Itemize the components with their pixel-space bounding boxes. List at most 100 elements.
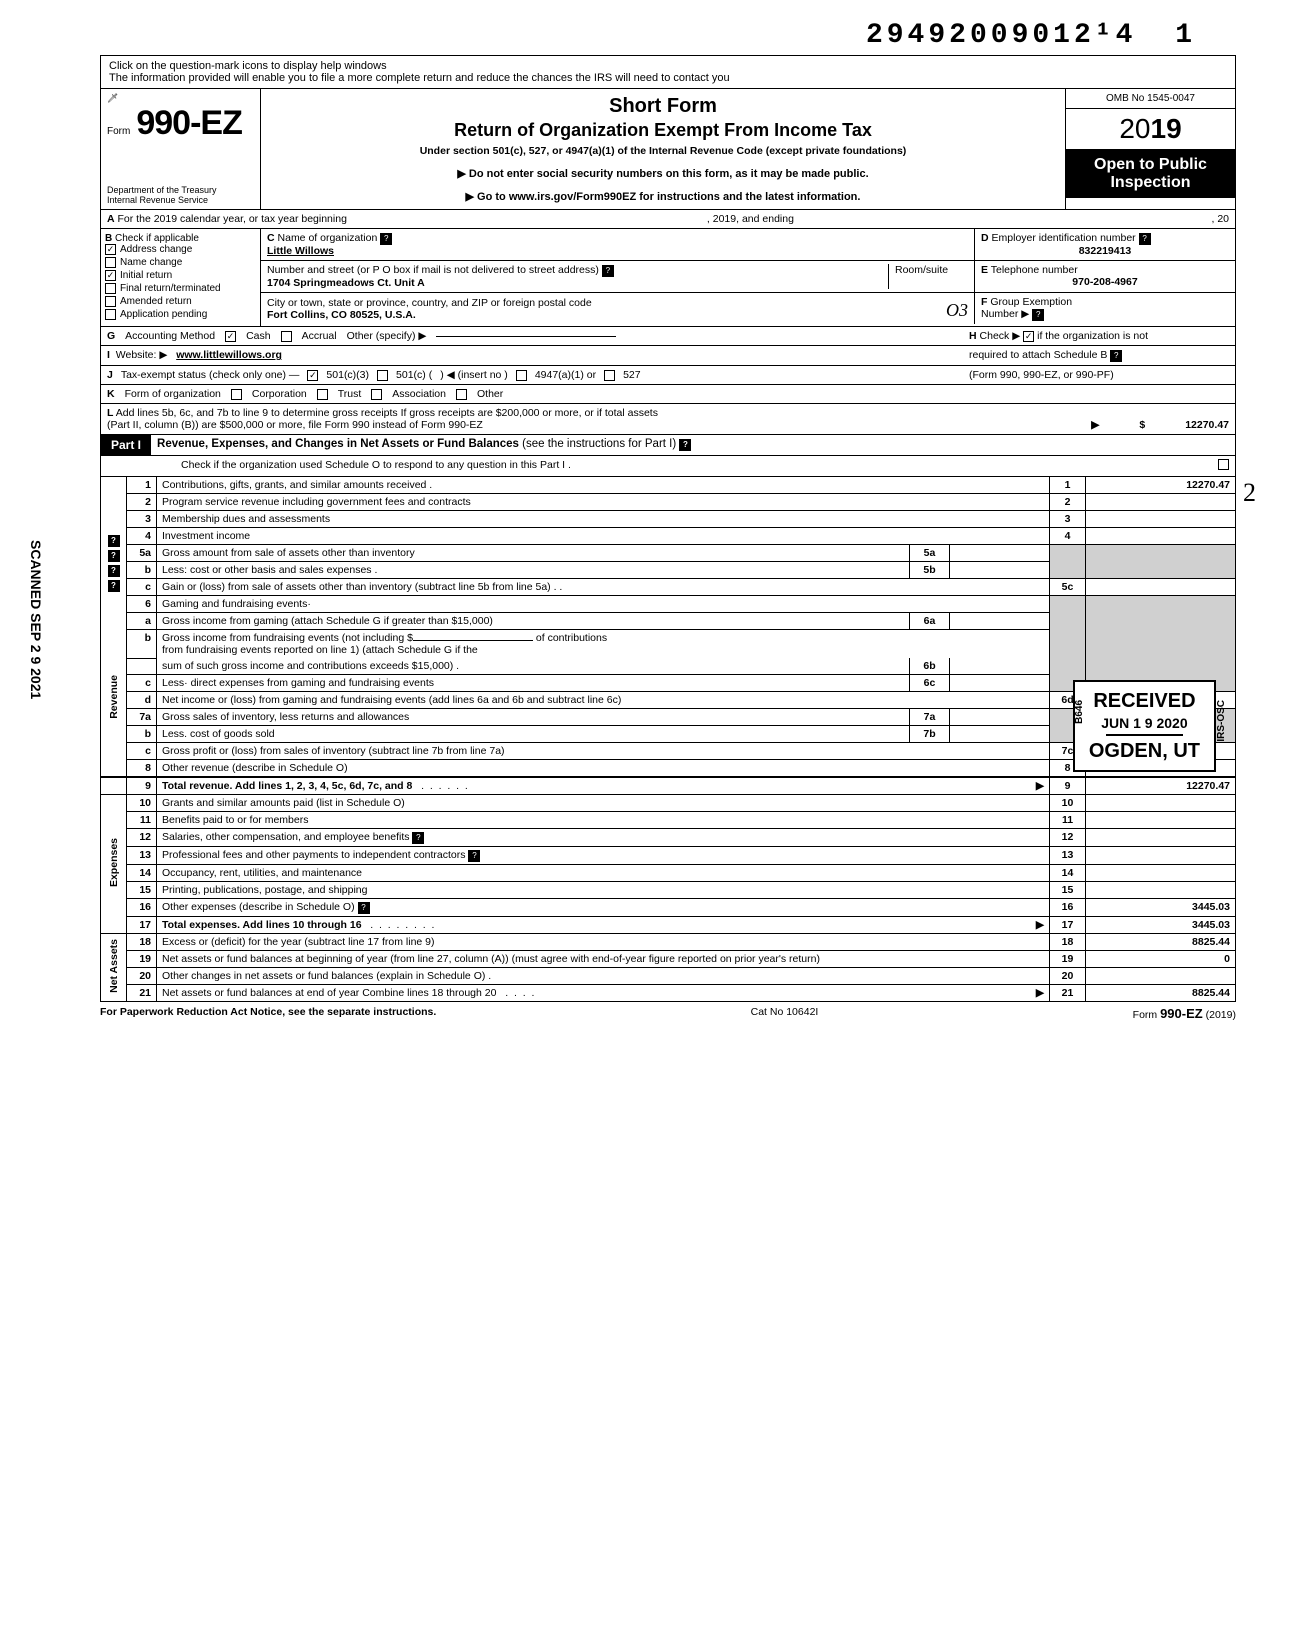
city-state-zip: Fort Collins, CO 80525, U.S.A.: [267, 309, 416, 321]
chk-name-change[interactable]: [105, 257, 116, 268]
street-address: 1704 Springmeadows Ct. Unit A: [267, 277, 425, 289]
form-header: 🗡 Form 990-EZ Department of the Treasury…: [100, 89, 1236, 210]
return-subtitle: Return of Organization Exempt From Incom…: [271, 120, 1055, 141]
help-box: Click on the question-mark icons to disp…: [100, 55, 1236, 89]
lbl-final-return: Final return/terminated: [120, 283, 221, 294]
help-icon[interactable]: ?: [412, 832, 424, 844]
table-row: ? ? ? ? Revenue 1 Contributions, gifts, …: [101, 477, 1236, 494]
ein-value: 832219413: [981, 245, 1229, 257]
received-stamp: RECEIVED B646JUN 1 9 2020IRS-OSC OGDEN, …: [1073, 680, 1216, 772]
chk-trust[interactable]: [317, 389, 328, 400]
table-row: Expenses10Grants and similar amounts pai…: [101, 795, 1236, 812]
table-row: 9Total revenue. Add lines 1, 2, 3, 4, 5c…: [101, 777, 1236, 795]
table-row: 17Total expenses. Add lines 10 through 1…: [101, 917, 1236, 934]
chk-527[interactable]: [604, 370, 615, 381]
goto-link: ▶ Go to www.irs.gov/Form990EZ for instru…: [271, 190, 1055, 203]
dept-treasury: Department of the Treasury: [107, 185, 254, 195]
chk-corp[interactable]: [231, 389, 242, 400]
chk-cash[interactable]: ✓: [225, 331, 236, 342]
table-row: 15Printing, publications, postage, and s…: [101, 882, 1236, 899]
form-label: Form: [107, 126, 130, 137]
table-row: Net Assets18Excess or (deficit) for the …: [101, 934, 1236, 951]
help-icon[interactable]: ?: [1110, 350, 1122, 362]
help-icon[interactable]: ?: [602, 265, 614, 277]
chk-address-change[interactable]: ✓: [105, 244, 116, 255]
open-to-public: Open to PublicInspection: [1066, 150, 1235, 198]
lbl-initial-return: Initial return: [120, 270, 172, 281]
under-section: Under section 501(c), 527, or 4947(a)(1)…: [271, 145, 1055, 157]
chk-501c3[interactable]: ✓: [307, 370, 318, 381]
short-form-title: Short Form: [271, 95, 1055, 118]
table-row: 11Benefits paid to or for members11: [101, 812, 1236, 829]
omb-number: OMB No 1545-0047: [1066, 89, 1235, 109]
help-icon[interactable]: ?: [108, 565, 120, 577]
chk-4947[interactable]: [516, 370, 527, 381]
table-row: 5aGross amount from sale of assets other…: [101, 545, 1236, 562]
help-icon[interactable]: ?: [1032, 309, 1044, 321]
schedule-o-check: Check if the organization used Schedule …: [100, 456, 1236, 477]
table-row: 14Occupancy, rent, utilities, and mainte…: [101, 865, 1236, 882]
expenses-side-label: Expenses: [108, 838, 120, 887]
line-a: A For the 2019 calendar year, or tax yea…: [100, 210, 1236, 229]
line17-value: 3445.03: [1086, 917, 1236, 934]
table-row: 13Professional fees and other payments t…: [101, 847, 1236, 865]
part1-table: ? ? ? ? Revenue 1 Contributions, gifts, …: [100, 477, 1236, 1002]
lbl-name-change: Name change: [120, 257, 182, 268]
line16-value: 3445.03: [1086, 899, 1236, 917]
page-footer: For Paperwork Reduction Act Notice, see …: [100, 1002, 1236, 1025]
chk-initial-return[interactable]: ✓: [105, 270, 116, 281]
help-icon[interactable]: ?: [358, 902, 370, 914]
help-icon[interactable]: ?: [468, 850, 480, 862]
lbl-amended: Amended return: [120, 296, 192, 307]
help-icon[interactable]: ?: [679, 439, 691, 451]
handwritten-2: 2: [1243, 478, 1256, 508]
ssn-warning: ▶ Do not enter social security numbers o…: [271, 167, 1055, 180]
help-icon[interactable]: ?: [1139, 233, 1151, 245]
form-number: 990-EZ: [136, 104, 242, 143]
line18-value: 8825.44: [1086, 934, 1236, 951]
chk-amended[interactable]: [105, 296, 116, 307]
chk-other-org[interactable]: [456, 389, 467, 400]
revenue-side-label: Revenue: [108, 675, 120, 719]
section-b-block: B Check if applicable ✓Address change Na…: [100, 229, 1236, 327]
chk-app-pending[interactable]: [105, 309, 116, 320]
dln: 29492009012¹4 1: [100, 20, 1236, 51]
line-i: I Website: ▶ www.littlewillows.org requi…: [100, 346, 1236, 366]
help-icon[interactable]: ?: [108, 535, 120, 547]
table-row: 19Net assets or fund balances at beginni…: [101, 951, 1236, 968]
lbl-app-pending: Application pending: [120, 309, 207, 320]
table-row: 21Net assets or fund balances at end of …: [101, 985, 1236, 1002]
help-icon[interactable]: ?: [108, 580, 120, 592]
chk-assoc[interactable]: [371, 389, 382, 400]
org-name: Little Willows: [267, 245, 334, 257]
table-row: 6Gaming and fundraising events·: [101, 596, 1236, 613]
chk-501c[interactable]: [377, 370, 388, 381]
net-assets-side-label: Net Assets: [108, 939, 120, 993]
chk-schedule-o[interactable]: [1218, 459, 1229, 470]
table-row: cGross profit or (loss) from sales of in…: [101, 743, 1236, 760]
line-j: J Tax-exempt status (check only one) — ✓…: [100, 366, 1236, 385]
table-row: 4Investment income4: [101, 528, 1236, 545]
help-icon[interactable]: ?: [108, 550, 120, 562]
table-row: 7aGross sales of inventory, less returns…: [101, 709, 1236, 726]
chk-final-return[interactable]: [105, 283, 116, 294]
handwritten-o3: O3: [946, 300, 968, 321]
chk-accrual[interactable]: [281, 331, 292, 342]
line21-value: 8825.44: [1086, 985, 1236, 1002]
line1-value: 12270.47: [1086, 477, 1236, 494]
line19-value: 0: [1086, 951, 1236, 968]
chk-schedule-b[interactable]: ✓: [1023, 331, 1034, 342]
table-row: dNet income or (loss) from gaming and fu…: [101, 692, 1236, 709]
lbl-address-change: Address change: [120, 244, 192, 255]
room-suite: Room/suite: [888, 264, 968, 289]
help-icon[interactable]: ?: [380, 233, 392, 245]
gross-receipts-value: 12270.47: [1185, 419, 1229, 431]
table-row: 3Membership dues and assessments3: [101, 511, 1236, 528]
table-row: 2Program service revenue including gover…: [101, 494, 1236, 511]
phone-value: 970-208-4967: [981, 276, 1229, 288]
line-k: K Form of organization Corporation Trust…: [100, 385, 1236, 404]
scanned-stamp: SCANNED SEP 2 9 2021: [28, 540, 44, 702]
table-row: 12Salaries, other compensation, and empl…: [101, 829, 1236, 847]
sword-icon: 🗡: [107, 93, 118, 104]
table-row: 20Other changes in net assets or fund ba…: [101, 968, 1236, 985]
